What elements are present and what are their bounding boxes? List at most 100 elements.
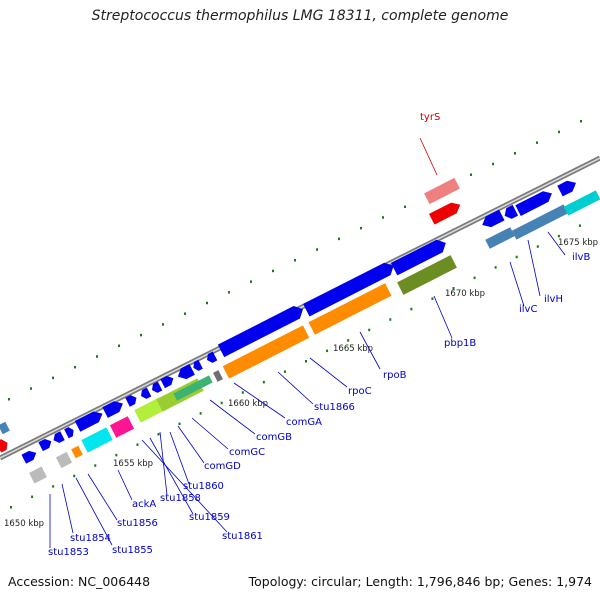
teal-gene xyxy=(563,190,600,216)
inner-tick xyxy=(283,370,286,373)
inner-tick xyxy=(347,339,350,342)
olive-gene xyxy=(397,255,457,295)
orange-gene xyxy=(222,325,310,379)
gene-label: stu1853 xyxy=(48,547,89,558)
forward-gene-shape xyxy=(193,359,203,371)
forward-gene xyxy=(102,401,123,418)
forward-gene-shape xyxy=(125,395,137,407)
leader-line xyxy=(87,473,118,521)
forward-gene xyxy=(74,411,103,432)
orange-gene-shape xyxy=(222,325,310,379)
inner-tick xyxy=(136,443,139,446)
inner-tick xyxy=(241,391,244,394)
outer-tick xyxy=(162,323,164,326)
forward-gene-shape xyxy=(504,204,519,219)
forward-gene xyxy=(64,427,74,439)
gene-label: comGA xyxy=(286,417,322,428)
gene-label: ackA xyxy=(132,499,156,510)
forward-gene xyxy=(38,439,52,452)
gene-label: pbp1B xyxy=(444,338,476,349)
forward-gene-shape xyxy=(515,191,552,216)
forward-gene-shape xyxy=(74,411,103,432)
outer-tick xyxy=(536,141,538,144)
forward-gene-shape xyxy=(206,351,218,363)
gray-gene-shape xyxy=(213,370,223,382)
inner-tick xyxy=(305,360,307,363)
inner-tick xyxy=(94,464,97,467)
kbp-tick-label: 1675 kbp xyxy=(558,238,598,248)
forward-gene xyxy=(557,180,577,197)
forward-gene xyxy=(193,359,203,371)
outer-tick xyxy=(492,162,494,166)
forward-gene-shape xyxy=(160,376,174,389)
gray-gene xyxy=(213,370,223,382)
forward-gene xyxy=(504,204,519,219)
gene-label: stu1855 xyxy=(112,545,153,556)
forward-gene xyxy=(160,376,174,389)
leader-line xyxy=(117,469,133,501)
gene-label: stu1861 xyxy=(222,531,263,542)
forward-gene-shape xyxy=(102,401,123,418)
forward-gene-shape xyxy=(53,431,65,443)
forward-gene-shape xyxy=(151,381,163,393)
green-gene xyxy=(173,375,213,401)
kbp-tick-label: 1670 kbp xyxy=(445,289,485,299)
leader-line xyxy=(75,477,113,546)
inner-tick xyxy=(515,255,518,259)
orange-gene xyxy=(308,283,392,335)
forward-gene-shape xyxy=(64,427,74,439)
pseudo-gene-shape xyxy=(55,451,73,469)
inner-tick xyxy=(220,401,223,405)
steel-gene xyxy=(485,227,515,249)
pseudo-gene-shape xyxy=(29,466,47,484)
outer-tick xyxy=(30,387,32,390)
leader-line xyxy=(309,357,348,388)
inner-tick xyxy=(262,380,265,384)
leader-line xyxy=(141,439,228,533)
forward-gene xyxy=(206,351,218,363)
gene-label: stu1866 xyxy=(314,402,355,413)
outer-tick xyxy=(52,376,54,380)
leader-line xyxy=(233,382,286,419)
accession-label: Accession: NC_006448 xyxy=(8,574,151,589)
outer-tick xyxy=(580,120,582,123)
kbp-tick-label: 1660 kbp xyxy=(228,399,268,409)
forward-gene xyxy=(217,306,303,358)
outer-tick xyxy=(206,301,208,305)
leader-line xyxy=(419,137,438,176)
forward-gene-shape xyxy=(140,387,152,399)
outer-tick xyxy=(316,248,318,251)
gene-label: comGC xyxy=(229,447,265,458)
outer-tick xyxy=(228,291,230,294)
gene-label: ilvC xyxy=(519,304,537,315)
gene-label: stu1854 xyxy=(70,533,111,544)
forward-gene xyxy=(125,395,137,407)
leader-line xyxy=(509,261,525,307)
tyrs-gene xyxy=(424,177,460,205)
forward-gene-shape xyxy=(482,209,505,228)
forward-gene-shape xyxy=(38,439,52,452)
rna-feature-shape xyxy=(71,445,83,459)
steel-gene-shape xyxy=(0,421,10,435)
outer-tick xyxy=(360,226,362,230)
gene-label: stu1856 xyxy=(117,518,158,529)
outer-tick xyxy=(184,312,186,315)
rna-feature xyxy=(71,445,83,459)
leader-line xyxy=(149,437,194,515)
steel-gene xyxy=(0,421,10,435)
inner-tick xyxy=(410,307,413,311)
forward-gene xyxy=(482,209,505,228)
leader-line xyxy=(61,483,74,534)
gene-label: rpoC xyxy=(348,386,372,397)
leader-line xyxy=(177,425,205,464)
orange-gene-shape xyxy=(308,283,392,335)
leader-line xyxy=(277,371,314,405)
inner-tick xyxy=(178,422,181,426)
gene-label: tyrS xyxy=(420,112,440,123)
tyrs-gene-shape xyxy=(424,177,460,205)
leader-line xyxy=(433,295,453,339)
forward-gene xyxy=(303,262,394,317)
forward-gene-shape xyxy=(217,306,303,358)
inner-tick xyxy=(557,234,560,238)
